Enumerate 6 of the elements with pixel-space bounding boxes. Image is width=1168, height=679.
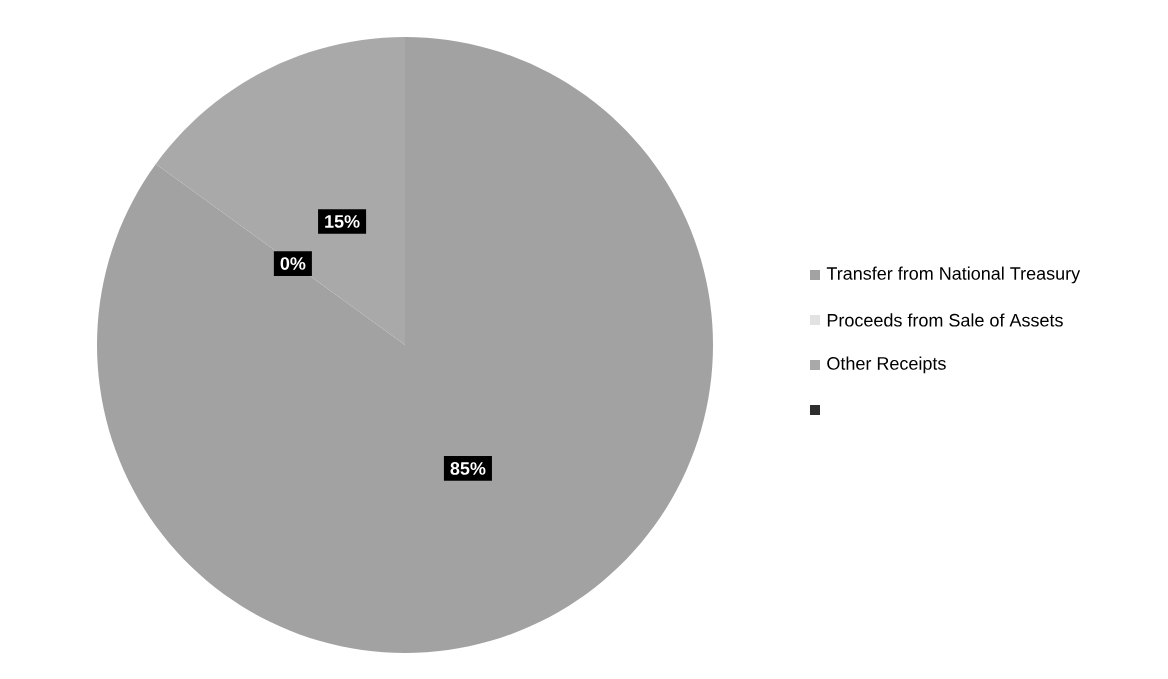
legend-label: Proceeds from Sale of Assets xyxy=(827,313,1063,327)
legend-label: Transfer from National Treasury xyxy=(826,266,1081,284)
legend-label: Other Receipts xyxy=(827,356,946,374)
data-label: 15% xyxy=(325,215,360,228)
data-label: 85% xyxy=(450,462,486,475)
text: 0% xyxy=(280,257,306,270)
